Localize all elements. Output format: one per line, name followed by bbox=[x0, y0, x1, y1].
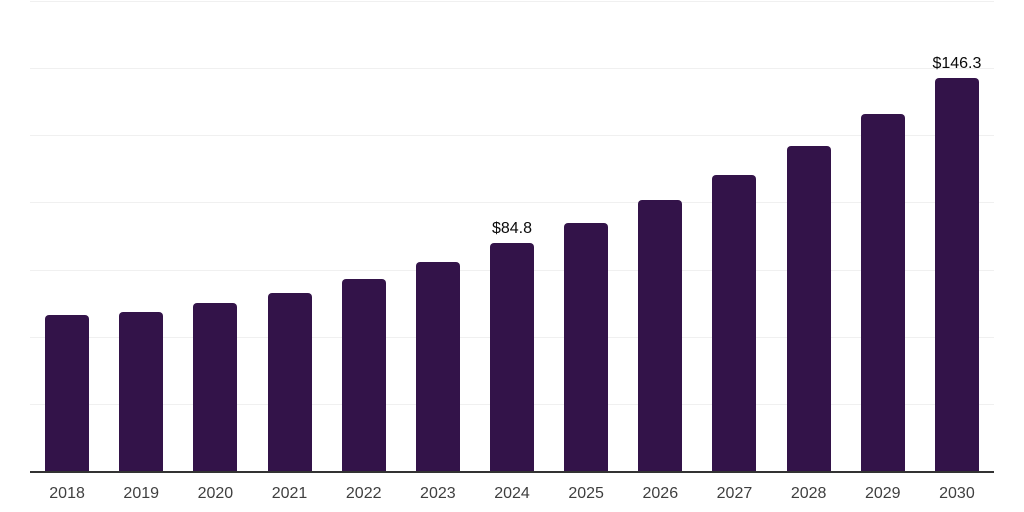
bar-2030[interactable] bbox=[934, 78, 979, 471]
bar-2024[interactable] bbox=[490, 243, 534, 471]
bar-2026[interactable] bbox=[638, 200, 683, 471]
bar-2029[interactable] bbox=[860, 114, 905, 471]
bar-2023[interactable] bbox=[415, 262, 460, 471]
gridline-100 bbox=[30, 202, 994, 204]
bar-2028[interactable] bbox=[786, 146, 831, 471]
gridline-125 bbox=[30, 135, 994, 137]
x-tick-2020: 2020 bbox=[197, 485, 234, 502]
x-tick-2022: 2022 bbox=[345, 485, 382, 502]
x-tick-2019: 2019 bbox=[123, 485, 160, 502]
x-tick-2018: 2018 bbox=[49, 485, 85, 502]
x-tick-2027: 2027 bbox=[716, 485, 753, 502]
x-tick-2021: 2021 bbox=[271, 485, 308, 502]
x-tick-2029: 2029 bbox=[864, 485, 901, 502]
bar-2020[interactable] bbox=[193, 302, 238, 471]
bar-2025[interactable] bbox=[564, 222, 609, 471]
gridline-150 bbox=[30, 68, 994, 70]
x-tick-2025: 2025 bbox=[568, 485, 604, 502]
x-axis-line bbox=[30, 471, 994, 473]
x-tick-2030: 2030 bbox=[939, 485, 975, 502]
bar-2022[interactable] bbox=[341, 278, 386, 471]
bar-2019[interactable] bbox=[119, 312, 164, 471]
data-label-2024: $84.8 bbox=[491, 220, 533, 238]
x-tick-2028: 2028 bbox=[790, 485, 827, 502]
x-tick-2023: 2023 bbox=[420, 485, 456, 502]
bar-2027[interactable] bbox=[712, 175, 757, 471]
bar-2021[interactable] bbox=[267, 293, 312, 471]
bar-2018[interactable] bbox=[45, 314, 90, 471]
x-tick-2026: 2026 bbox=[642, 485, 679, 502]
data-label-2030: $146.3 bbox=[932, 55, 982, 73]
plot-area: $84.8 $146.3 bbox=[30, 1, 994, 471]
gridline-175 bbox=[30, 1, 994, 2]
x-tick-2024: 2024 bbox=[494, 485, 530, 502]
